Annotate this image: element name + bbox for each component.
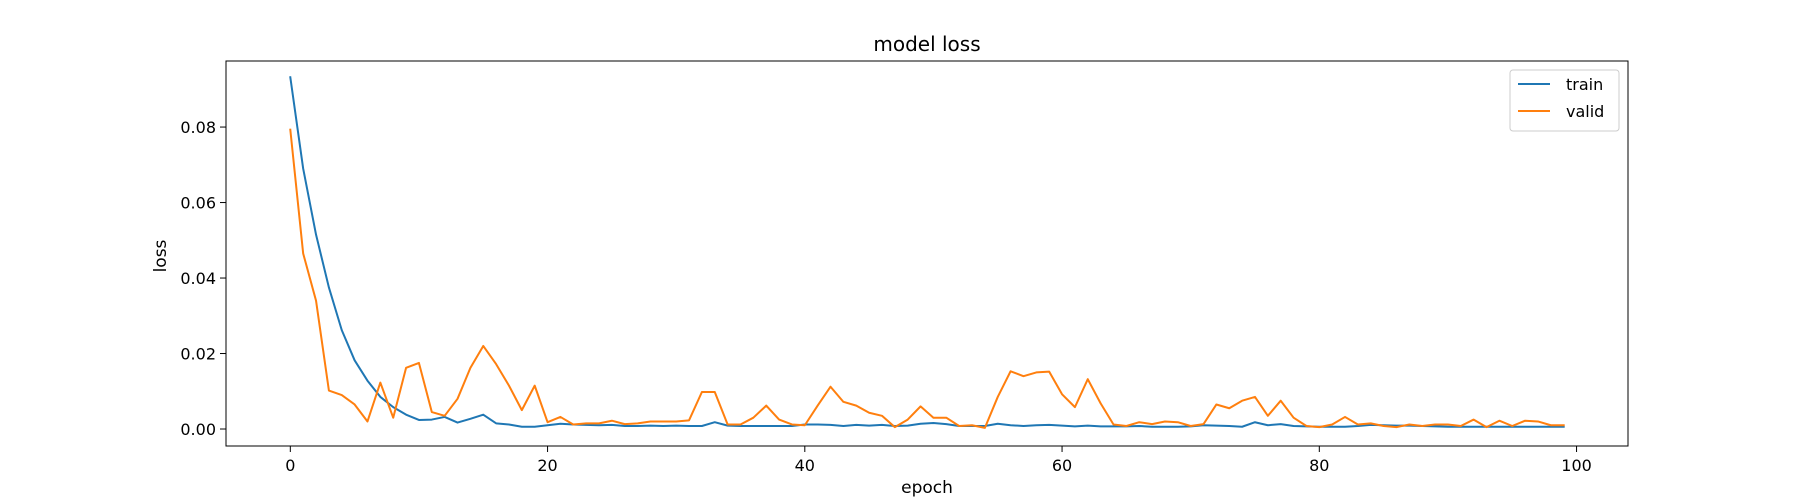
x-tick-label: 100	[1561, 456, 1592, 475]
y-tick-label: 0.04	[180, 269, 216, 288]
legend: train valid	[1509, 69, 1620, 132]
legend-label-train: train	[1566, 75, 1603, 94]
y-tick-label: 0.00	[180, 420, 216, 439]
plot-frame	[225, 60, 1629, 447]
x-tick-label: 40	[795, 456, 815, 475]
y-tick-label: 0.02	[180, 345, 216, 364]
y-tick-label: 0.06	[180, 194, 216, 213]
x-tick-label: 20	[537, 456, 557, 475]
y-tick-label: 0.08	[180, 118, 216, 137]
legend-box	[1509, 69, 1620, 132]
chart-title: model loss	[873, 32, 980, 56]
legend-label-valid: valid	[1566, 102, 1604, 121]
series-line-valid	[289, 128, 1565, 429]
series-line-train	[289, 76, 1565, 428]
x-tick-label: 80	[1309, 456, 1329, 475]
x-axis-label: epoch	[901, 478, 953, 498]
y-axis-label: loss	[151, 239, 171, 272]
x-tick-label: 0	[285, 456, 295, 475]
plot-area: 0 20 40 60 80 100 0.00 0.02 0.04 0.06 0.08	[180, 60, 1629, 475]
x-tick-label: 60	[1052, 456, 1072, 475]
